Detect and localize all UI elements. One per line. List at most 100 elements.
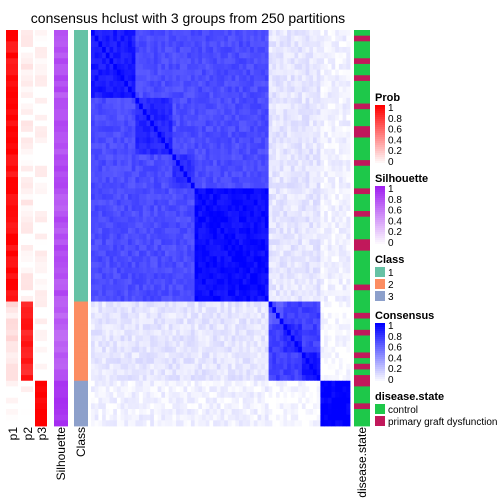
heatmap-cell	[283, 47, 287, 53]
heatmap-cell	[158, 364, 162, 370]
heatmap-cell	[132, 319, 136, 325]
heatmap-cell	[184, 149, 188, 155]
heatmap-cell	[132, 392, 136, 398]
heatmap-cell	[313, 87, 317, 93]
heatmap-cell	[154, 369, 158, 375]
heatmap-cell	[106, 115, 110, 121]
heatmap-cell	[198, 194, 202, 200]
heatmap-cell	[269, 137, 273, 143]
heatmap-cell	[302, 290, 306, 296]
heatmap-cell	[176, 364, 180, 370]
heatmap-cell	[291, 171, 295, 177]
heatmap-cell	[224, 64, 228, 70]
heatmap-cell	[269, 222, 273, 228]
heatmap-cell	[224, 313, 228, 319]
heatmap-cell	[165, 143, 169, 149]
heatmap-cell	[295, 245, 299, 251]
heatmap-cell	[213, 87, 217, 93]
heatmap-cell	[191, 256, 195, 262]
heatmap-cell	[198, 285, 202, 291]
heatmap-cell	[150, 381, 154, 387]
heatmap-cell	[221, 279, 225, 285]
heatmap-cell	[150, 183, 154, 189]
heatmap-cell	[150, 47, 154, 53]
heatmap-cell	[339, 262, 343, 268]
heatmap-cell	[202, 313, 206, 319]
heatmap-cell	[191, 222, 195, 228]
annotation-cell-class	[74, 273, 88, 279]
heatmap-cell	[117, 217, 121, 223]
heatmap-cell	[206, 92, 210, 98]
heatmap-cell	[343, 375, 347, 381]
heatmap-cell	[346, 64, 350, 70]
heatmap-cell	[291, 398, 295, 404]
heatmap-cell	[232, 98, 236, 104]
heatmap-cell	[147, 245, 151, 251]
heatmap-cell	[283, 36, 287, 42]
heatmap-cell	[339, 222, 343, 228]
heatmap-cell	[298, 364, 302, 370]
heatmap-cell	[221, 143, 225, 149]
heatmap-cell	[221, 104, 225, 110]
heatmap-cell	[98, 137, 102, 143]
heatmap-cell	[269, 313, 273, 319]
heatmap-cell	[91, 381, 95, 387]
annotation-cell-p1	[6, 268, 18, 274]
heatmap-cell	[254, 115, 258, 121]
heatmap-cell	[202, 222, 206, 228]
heatmap-cell	[143, 143, 147, 149]
heatmap-cell	[217, 364, 221, 370]
heatmap-cell	[169, 36, 173, 42]
heatmap-cell	[235, 41, 239, 47]
heatmap-cell	[328, 188, 332, 194]
heatmap-cell	[150, 188, 154, 194]
heatmap-cell	[261, 358, 265, 364]
heatmap-cell	[228, 256, 232, 262]
annotation-cell-p1	[6, 234, 18, 240]
annotation-cell-silhouette	[54, 177, 68, 183]
heatmap-cell	[346, 143, 350, 149]
heatmap-cell	[324, 245, 328, 251]
heatmap-cell	[169, 251, 173, 257]
heatmap-cell	[217, 53, 221, 59]
annotation-cell-class	[74, 194, 88, 200]
heatmap-cell	[217, 268, 221, 274]
heatmap-cell	[98, 369, 102, 375]
heatmap-cell	[232, 126, 236, 132]
heatmap-cell	[139, 211, 143, 217]
heatmap-cell	[98, 268, 102, 274]
heatmap-cell	[132, 279, 136, 285]
heatmap-cell	[121, 92, 125, 98]
heatmap-cell	[221, 126, 225, 132]
heatmap-cell	[291, 285, 295, 291]
heatmap-cell	[187, 335, 191, 341]
heatmap-cell	[228, 386, 232, 392]
heatmap-cell	[272, 364, 276, 370]
heatmap-cell	[291, 149, 295, 155]
heatmap-cell	[195, 358, 199, 364]
heatmap-cell	[287, 228, 291, 234]
heatmap-cell	[265, 81, 269, 87]
heatmap-cell	[324, 279, 328, 285]
heatmap-cell	[261, 279, 265, 285]
heatmap-cell	[276, 341, 280, 347]
heatmap-cell	[339, 36, 343, 42]
heatmap-cell	[132, 341, 136, 347]
heatmap-cell	[250, 30, 254, 36]
heatmap-cell	[98, 324, 102, 330]
heatmap-cell	[324, 375, 328, 381]
heatmap-cell	[269, 398, 273, 404]
heatmap-cell	[221, 217, 225, 223]
heatmap-cell	[213, 200, 217, 206]
heatmap-cell	[332, 200, 336, 206]
heatmap-cell	[124, 30, 128, 36]
heatmap-cell	[206, 279, 210, 285]
heatmap-cell	[239, 313, 243, 319]
heatmap-cell	[102, 177, 106, 183]
heatmap-cell	[254, 268, 258, 274]
heatmap-cell	[106, 375, 110, 381]
annotation-cell-p1	[6, 290, 18, 296]
heatmap-cell	[102, 273, 106, 279]
heatmap-cell	[191, 137, 195, 143]
heatmap-cell	[335, 347, 339, 353]
